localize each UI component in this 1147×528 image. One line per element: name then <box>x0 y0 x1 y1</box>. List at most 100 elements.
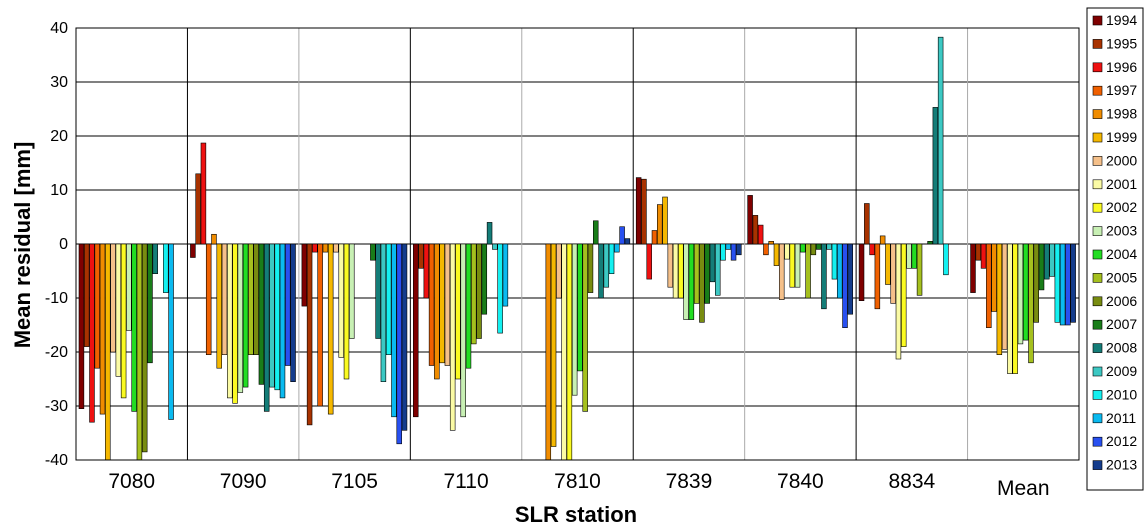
bar-2003-7090 <box>237 243 244 393</box>
legend-label: 2010 <box>1106 386 1137 402</box>
bar-2006-7090 <box>253 243 259 355</box>
bar-2012-7810 <box>619 226 625 245</box>
x-tick-label: 8834 <box>888 470 935 493</box>
bar-2002-7839 <box>678 243 684 299</box>
legend-label: 2002 <box>1106 199 1137 215</box>
bar-2009-8834 <box>937 36 944 245</box>
bar-2009-Mean <box>1049 243 1055 277</box>
legend-label: 1995 <box>1106 35 1137 51</box>
bar-1997-7105 <box>317 243 323 407</box>
bar-2001-7839 <box>672 243 679 299</box>
bar-1995-7090 <box>195 173 201 245</box>
legend-label: 1997 <box>1106 82 1137 98</box>
bar-2011-7810 <box>614 243 620 253</box>
y-tick-label: -30 <box>45 398 68 415</box>
bar-2006-7110 <box>476 243 482 339</box>
bar-1997-Mean <box>986 243 992 328</box>
bar-1996-8834 <box>869 243 875 256</box>
bar-2003-8834 <box>906 243 912 269</box>
legend-label: 2013 <box>1106 457 1137 473</box>
bar-2009-7810 <box>603 243 610 288</box>
bar-2007-7840 <box>815 243 822 250</box>
bar-1997-7110 <box>428 243 435 366</box>
legend-swatch <box>1092 273 1103 283</box>
legend-label: 2000 <box>1106 152 1137 168</box>
bar-2010-7105 <box>385 243 392 355</box>
bar-2006-7840 <box>810 243 817 256</box>
bar-2010-7090 <box>274 243 280 391</box>
bar-2009-7090 <box>269 243 275 388</box>
bar-2013-7090 <box>290 243 296 382</box>
bar-1998-7080 <box>99 243 106 415</box>
legend-swatch <box>1092 413 1103 424</box>
bar-1994-8834 <box>858 243 865 302</box>
bar-2000-7810 <box>556 243 562 299</box>
bar-2011-7839 <box>725 243 732 250</box>
bar-2011-7110 <box>502 243 509 307</box>
bar-2007-Mean <box>1038 243 1045 291</box>
y-tick-label: -10 <box>45 290 68 307</box>
bar-2002-7840 <box>789 243 796 288</box>
bar-2000-7839 <box>667 243 674 288</box>
x-tick-label: 7080 <box>108 470 155 493</box>
bar-2011-7105 <box>391 243 397 418</box>
category-separators <box>186 28 969 460</box>
bar-1998-7839 <box>657 204 663 245</box>
legend-label: 2003 <box>1106 223 1137 239</box>
bar-2008-7105 <box>375 243 381 339</box>
bar-2006-7080 <box>141 243 148 453</box>
bar-1995-Mean <box>975 243 982 261</box>
bar-2002-7810 <box>566 243 573 461</box>
legend-label: 2008 <box>1106 340 1137 356</box>
bar-1999-8834 <box>885 243 891 285</box>
x-tick-label: Mean <box>997 477 1050 500</box>
legend-label: 2011 <box>1106 410 1136 426</box>
bar-2004-7080 <box>131 243 137 412</box>
bar-1998-7090 <box>211 233 217 245</box>
bar-2013-7840 <box>847 243 854 315</box>
bar-1998-7110 <box>434 243 440 380</box>
bar-2001-7105 <box>338 243 344 358</box>
bar-1995-7839 <box>641 178 647 245</box>
y-tick-label: -40 <box>45 452 68 469</box>
bar-1994-7105 <box>301 243 308 307</box>
legend-swatch <box>1092 202 1103 213</box>
x-tick-label: 7839 <box>666 470 713 493</box>
bar-2004-7840 <box>800 243 806 253</box>
legend-swatch <box>1092 390 1103 400</box>
bar-1996-Mean <box>980 243 987 269</box>
bar-2001-Mean <box>1007 243 1013 374</box>
legend: 1994 1995 1996 1997 1998 1999 2000 2001 2002 2003… <box>1086 7 1144 491</box>
y-axis-title: Mean residual [mm] <box>10 142 35 349</box>
legend-swatch <box>1092 132 1103 143</box>
bar-2002-8834 <box>900 243 907 347</box>
x-axis-title: SLR station <box>515 502 637 527</box>
bar-1997-7080 <box>94 243 100 369</box>
x-tick-label: 7810 <box>554 470 601 493</box>
bar-1999-7810 <box>550 243 557 447</box>
bar-2010-7840 <box>831 243 838 280</box>
bar-2006-7839 <box>699 243 705 323</box>
bar-2007-7110 <box>481 243 488 315</box>
legend-swatch <box>1092 436 1103 447</box>
bar-2013-7810 <box>624 238 631 245</box>
bar-2003-7080 <box>126 243 132 331</box>
bar-2007-7839 <box>704 243 710 304</box>
bar-1996-7090 <box>200 142 207 245</box>
bar-2010-Mean <box>1054 243 1061 323</box>
bar-2005-7090 <box>248 243 254 355</box>
bar-1995-8834 <box>864 203 870 245</box>
y-tick-label: 10 <box>50 182 68 199</box>
legend-label: 1999 <box>1106 129 1137 145</box>
bar-2012-7839 <box>730 243 737 261</box>
bar-1999-7105 <box>327 243 334 415</box>
y-tick-label: 20 <box>50 128 68 145</box>
bar-2000-7080 <box>110 243 116 353</box>
bar-2009-7840 <box>826 243 832 250</box>
bar-2010-7110 <box>497 243 503 334</box>
bar-1996-7840 <box>757 224 764 245</box>
bar-2009-7839 <box>715 243 721 296</box>
bar-1994-Mean <box>970 243 976 293</box>
bar-2013-Mean <box>1070 243 1076 323</box>
x-tick-labels: 7080 7090 7105 7110 7810 7839 7840 8834 Mean <box>108 470 1049 500</box>
